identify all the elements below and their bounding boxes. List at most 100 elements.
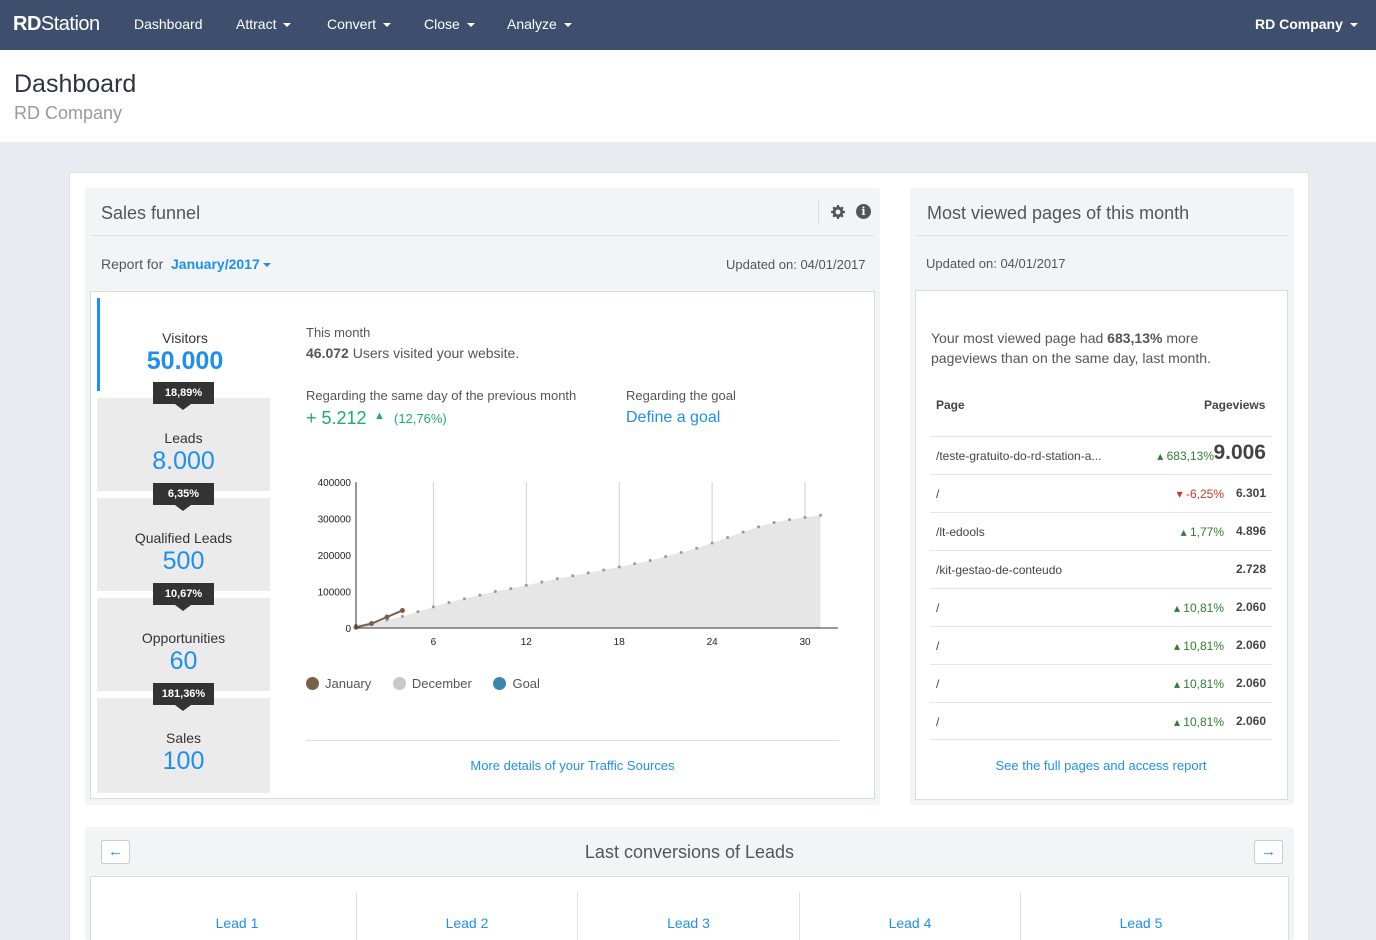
december-point xyxy=(540,580,544,584)
funnel-updated-on: Updated on: 04/01/2017 xyxy=(726,257,866,272)
nav-analyze[interactable]: Analyze xyxy=(507,16,572,32)
most-viewed-summary: Your most viewed page had 683,13% more p… xyxy=(931,330,1211,366)
lead-card-link[interactable]: Lead 5 xyxy=(1119,915,1163,931)
legend-goal[interactable]: Goal xyxy=(493,676,540,691)
traffic-sources-link[interactable]: More details of your Traffic Sources xyxy=(470,758,675,773)
page-title: Dashboard xyxy=(14,70,137,98)
table-row[interactable]: / ▾ -6,25% 6.301 xyxy=(930,474,1272,512)
caret-down-icon xyxy=(466,23,475,28)
december-point xyxy=(493,590,497,593)
conversion-rate-badge: 181,36% xyxy=(153,683,214,711)
december-point xyxy=(710,541,714,545)
table-row[interactable]: / ▴ 10,81% 2.060 xyxy=(930,702,1272,740)
top-navbar: RDStation Dashboard Attract Convert Clos… xyxy=(0,0,1376,50)
december-point xyxy=(741,530,745,534)
nav-attract[interactable]: Attract xyxy=(236,16,292,32)
prev-arrow-button[interactable]: ← xyxy=(101,840,130,864)
page-path: / xyxy=(936,677,940,691)
funnel-step-opportunities[interactable]: Opportunities 60 xyxy=(97,598,270,691)
divider xyxy=(91,235,874,236)
pageviews-value: 2.060 xyxy=(1235,638,1266,652)
divider xyxy=(577,892,578,940)
pageviews-value: 2.060 xyxy=(1235,600,1266,614)
rd-station-logo[interactable]: RDStation xyxy=(13,13,100,35)
december-area xyxy=(356,515,821,628)
december-point xyxy=(757,525,761,529)
step-value: 60 xyxy=(169,647,198,675)
divider xyxy=(818,199,819,225)
december-point xyxy=(462,597,466,601)
chart-legend: January December Goal xyxy=(306,676,540,691)
table-row[interactable]: /teste-gratuito-do-rd-station-a... ▴ 683… xyxy=(930,436,1272,474)
last-conversions-title: Last conversions of Leads xyxy=(584,842,795,862)
change-up: ▴ 10,81% xyxy=(1173,715,1224,729)
y-tick-label: 100000 xyxy=(318,588,352,599)
y-tick-label: 0 xyxy=(345,624,351,635)
x-tick-label: 18 xyxy=(614,637,626,648)
y-tick-label: 400000 xyxy=(318,478,352,489)
nav-convert[interactable]: Convert xyxy=(327,16,392,32)
x-tick-label: 30 xyxy=(799,637,811,648)
page-path: / xyxy=(936,715,940,729)
december-point xyxy=(416,610,420,614)
y-tick-label: 200000 xyxy=(318,551,352,562)
funnel-step-visitors[interactable]: Visitors 50.000 xyxy=(97,298,270,391)
lead-card-link[interactable]: Lead 2 xyxy=(445,915,489,931)
table-row[interactable]: / ▴ 10,81% 2.060 xyxy=(930,588,1272,626)
step-value: 100 xyxy=(162,747,205,775)
funnel-step-sales[interactable]: Sales 100 xyxy=(97,698,270,793)
page-header: Dashboard RD Company xyxy=(0,50,1376,142)
december-point xyxy=(447,600,451,604)
most-viewed-title: Most viewed pages of this month xyxy=(927,203,1190,223)
funnel-step-leads[interactable]: Leads 8.000 xyxy=(97,398,270,491)
x-tick-label: 12 xyxy=(521,637,533,648)
pageviews-value: 2.060 xyxy=(1235,714,1266,728)
table-row[interactable]: / ▴ 10,81% 2.060 xyxy=(930,664,1272,702)
step-label: Opportunities xyxy=(141,630,226,646)
december-point xyxy=(586,571,590,575)
y-tick-label: 300000 xyxy=(318,515,352,526)
next-arrow-button[interactable]: → xyxy=(1254,840,1283,864)
report-for-label: Report for xyxy=(101,256,164,272)
legend-marker xyxy=(306,677,319,690)
lead-card-link[interactable]: Lead 3 xyxy=(667,915,710,931)
page-path: / xyxy=(936,601,940,615)
table-row[interactable]: / ▴ 10,81% 2.060 xyxy=(930,626,1272,664)
triangle-up-icon: ▲ xyxy=(374,410,385,422)
divider xyxy=(799,892,800,940)
full-report-link[interactable]: See the full pages and access report xyxy=(995,758,1207,773)
december-point xyxy=(571,574,575,578)
x-tick-label: 6 xyxy=(431,637,437,648)
table-row[interactable]: /lt-edools ▴ 1,77% 4.896 xyxy=(930,512,1272,550)
info-icon[interactable]: i xyxy=(856,204,871,219)
caret-down-icon xyxy=(563,23,572,28)
y-axis-ticks: 400000 300000 200000 100000 0 xyxy=(318,478,352,635)
nav-dashboard[interactable]: Dashboard xyxy=(134,16,203,32)
most-viewed-updated-on: Updated on: 04/01/2017 xyxy=(926,256,1066,271)
gear-icon[interactable] xyxy=(831,205,845,219)
legend-january[interactable]: January xyxy=(306,676,371,691)
conversion-rate-badge: 18,89% xyxy=(153,382,214,410)
december-point xyxy=(648,558,652,562)
divider xyxy=(306,740,839,741)
caret-down-icon xyxy=(383,23,392,28)
legend-december[interactable]: December xyxy=(392,676,472,691)
step-value: 500 xyxy=(162,547,205,575)
december-point xyxy=(788,518,792,522)
table-row[interactable]: /kit-gestao-de-conteudo 2.728 xyxy=(930,550,1272,588)
define-goal-link[interactable]: Define a goal xyxy=(626,409,721,426)
december-point xyxy=(602,568,606,572)
january-point xyxy=(368,621,374,627)
december-points xyxy=(354,513,823,627)
lead-card-link[interactable]: Lead 4 xyxy=(888,915,932,931)
period-dropdown[interactable]: January/2017 xyxy=(171,256,271,272)
nav-close[interactable]: Close xyxy=(424,16,475,32)
lead-card-link[interactable]: Lead 1 xyxy=(215,915,259,931)
funnel-step-qualified-leads[interactable]: Qualified Leads 500 xyxy=(97,498,270,591)
pageviews-value: 6.301 xyxy=(1235,486,1266,500)
page-path: /teste-gratuito-do-rd-station-a... xyxy=(936,449,1102,463)
users-count: 46.072 xyxy=(306,345,349,361)
step-label: Qualified Leads xyxy=(134,530,233,546)
january-line xyxy=(355,609,403,629)
company-menu[interactable]: RD Company xyxy=(1255,16,1358,32)
